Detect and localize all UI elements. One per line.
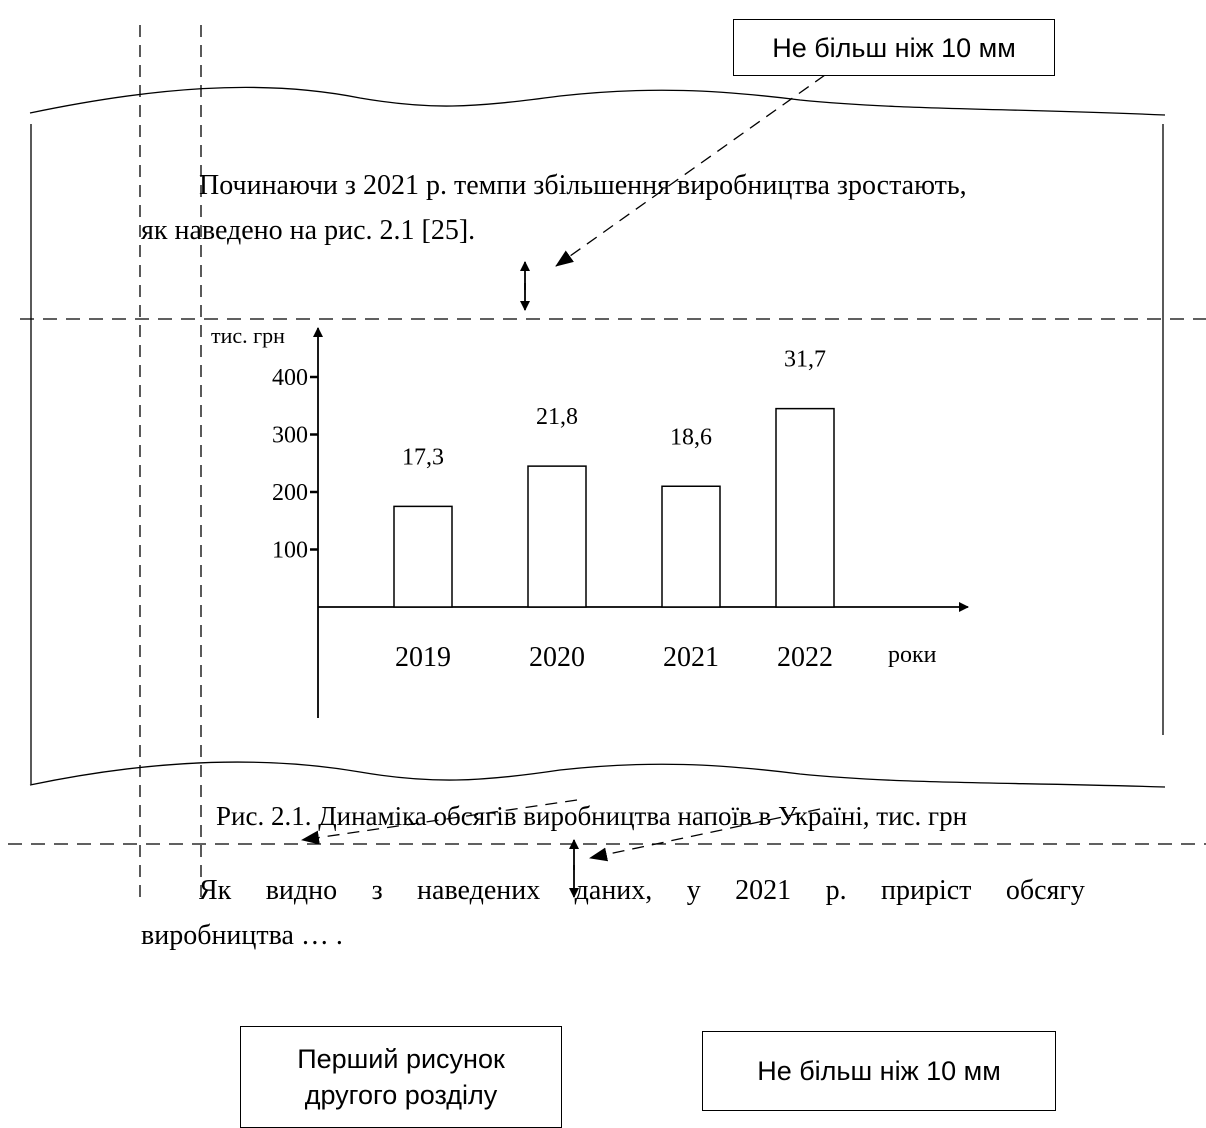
bar-value-label: 31,7: [784, 347, 826, 373]
paragraph-2-word: обсягу: [1005, 875, 1085, 906]
paragraph-2-word: 2021: [735, 875, 792, 906]
leader-top-note: [555, 74, 826, 267]
top-note-text: Не більш ніж 10 мм: [772, 32, 1016, 63]
x-tick-label: 2022: [777, 642, 833, 673]
top-note-box: Не більш ніж 10 мм: [733, 19, 1055, 76]
paragraph-2-word: даних,: [574, 875, 653, 906]
y-tick-label: 200: [272, 480, 308, 506]
y-tick-label: 300: [272, 423, 308, 449]
x-tick-label: 2019: [395, 642, 451, 673]
paragraph-2-line-2: виробництва … .: [141, 920, 343, 951]
paragraph-1-line-1: Починаючи з 2021 р. темпи збільшення вир…: [199, 170, 967, 201]
leader-first-figure: [301, 799, 578, 845]
x-tick-label: 2020: [529, 642, 585, 673]
paragraph-2-word: наведених: [417, 875, 541, 906]
first-figure-note-line-2: другого розділу: [304, 1080, 498, 1110]
y-tick-label: 100: [272, 538, 308, 564]
paragraph-2-word: видно: [265, 875, 338, 906]
bar-value-label: 18,6: [670, 424, 712, 450]
paragraph-2-word: з: [371, 875, 383, 906]
y-tick-label: 400: [272, 365, 308, 391]
bar-2020: [527, 465, 587, 608]
paragraph-1-line-2: як наведено на рис. 2.1 [25].: [141, 215, 476, 246]
first-figure-note-box: Перший рисунок другого розділу: [240, 1026, 562, 1128]
bar-2021: [661, 485, 721, 608]
bar-2019: [393, 505, 453, 608]
paragraph-2-word: приріст: [880, 875, 972, 906]
bottom-note-text: Не більш ніж 10 мм: [757, 1056, 1001, 1086]
y-axis-label: тис. грн: [211, 323, 285, 348]
page-bottom-edge: [29, 761, 1166, 788]
bar-value-label: 21,8: [536, 404, 578, 430]
bar-value-label: 17,3: [402, 444, 444, 470]
paragraph-2-line-1: Як видно з наведених даних, у 2021 р. приріст обс…: [199, 868, 1085, 914]
bar-chart: тис. грн роки 100 200 300 400 17,3 2019 21,8 2…: [211, 323, 969, 718]
first-figure-note-line-1: Перший рисунок: [297, 1044, 505, 1074]
figure-caption: Рис. 2.1. Динаміка обсягів виробництва н…: [216, 801, 968, 831]
bar-2022: [775, 407, 835, 608]
x-tick-label: 2021: [663, 642, 719, 673]
bottom-note-box: Не більш ніж 10 мм: [702, 1031, 1056, 1111]
paragraph-2-word: р.: [825, 875, 847, 906]
paragraph-2-word: Як: [199, 875, 232, 906]
x-axis-label: роки: [888, 642, 937, 668]
paragraph-2-word: у: [686, 875, 701, 906]
page-top-edge: [29, 86, 1166, 116]
